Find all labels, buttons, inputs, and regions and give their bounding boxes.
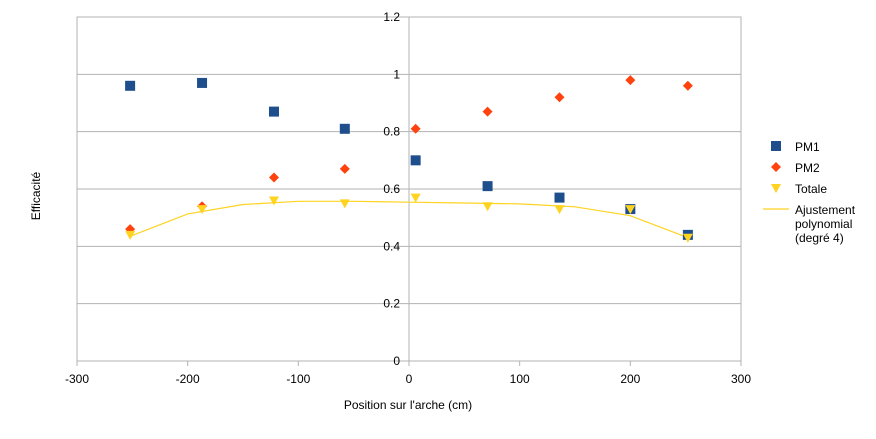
point-pm1 [268, 106, 279, 117]
x-tick-label: -300 [65, 372, 89, 386]
y-tick-label: 1.2 [383, 10, 400, 24]
point-pm2 [339, 163, 350, 174]
legend-marker-pm1 [771, 141, 781, 151]
y-tick-label: 0.4 [383, 239, 400, 253]
x-axis-label: Position sur l'arche (cm) [344, 398, 472, 412]
x-tick-label: 200 [620, 372, 640, 386]
trendline-path [129, 200, 689, 239]
legend-label-pm1: PM1 [795, 140, 820, 154]
legend: PM1 PM2 Totale Ajustement polynomial (degré 4… [763, 140, 856, 245]
data-points [125, 75, 693, 243]
legend-label-trendline: Ajustement polynomial (degré 4) [795, 203, 856, 245]
y-axis-label: Efficacité [29, 171, 43, 220]
point-totale [125, 230, 136, 240]
y-tick-label: 0.6 [383, 182, 400, 196]
x-tick-label: 300 [731, 372, 751, 386]
point-totale [410, 193, 421, 203]
tick-labels: 0 0.2 0.4 0.6 0.8 1 1.2 -300 -200 -100 0 100 200 300 [65, 10, 751, 386]
point-totale [339, 199, 350, 209]
y-tick-label: 1 [393, 67, 400, 81]
point-pm1 [554, 192, 565, 203]
point-pm2 [625, 75, 636, 86]
legend-marker-totale [771, 184, 781, 193]
y-tick-label: 0.8 [383, 125, 400, 139]
point-pm1 [482, 181, 493, 192]
point-totale [197, 205, 208, 215]
point-pm2 [410, 123, 421, 134]
y-tick-label: 0 [393, 354, 400, 368]
point-pm2 [268, 172, 279, 183]
axes [76, 16, 742, 366]
point-pm1 [410, 155, 421, 166]
trendline [129, 200, 689, 239]
y-tick-label: 0.2 [383, 297, 400, 311]
legend-marker-pm2 [771, 162, 781, 172]
point-pm1 [339, 123, 350, 134]
point-totale [554, 205, 565, 215]
point-pm2 [554, 92, 565, 103]
legend-label-pm2: PM2 [795, 161, 820, 175]
point-totale [482, 202, 493, 212]
point-pm2 [682, 80, 693, 91]
point-totale [625, 205, 636, 215]
point-pm2 [482, 106, 493, 117]
x-tick-label: 0 [406, 372, 413, 386]
x-tick-label: -100 [286, 372, 310, 386]
point-totale [682, 233, 693, 243]
point-pm1 [197, 77, 208, 88]
x-tick-label: 100 [510, 372, 530, 386]
x-tick-label: -200 [176, 372, 200, 386]
point-pm1 [125, 80, 136, 91]
legend-label-totale: Totale [795, 182, 827, 196]
point-totale [268, 196, 279, 206]
